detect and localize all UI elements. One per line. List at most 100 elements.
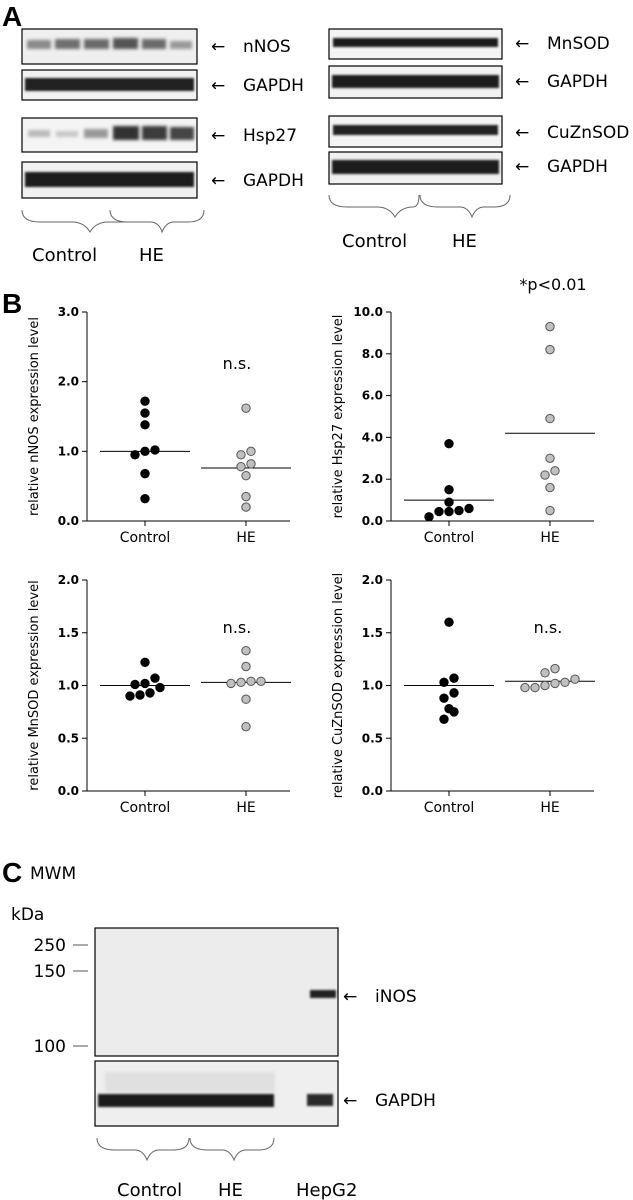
control-point <box>444 506 454 517</box>
he-point <box>550 466 560 476</box>
y-tick-label: 1.5 <box>58 626 79 640</box>
control-point <box>140 446 150 457</box>
control-point <box>444 484 454 495</box>
control-point <box>125 691 135 701</box>
mwm-label: MWM <box>30 864 76 884</box>
control-point <box>454 505 464 516</box>
panel-a-blots: ← nNOS ← GAPDH ← Hsp27 <box>21 28 629 266</box>
svg-text:←: ← <box>211 171 225 191</box>
control-point <box>140 657 150 667</box>
mw-marker: 150 <box>34 962 66 982</box>
control-point <box>449 673 459 683</box>
blot-label-cuznsod: CuZnSOD <box>547 123 629 143</box>
control-point <box>449 688 459 698</box>
he-point <box>241 403 251 413</box>
he-point <box>241 661 251 672</box>
control-point <box>140 468 150 479</box>
y-tick-label: 1.5 <box>362 626 383 640</box>
panel-c-blot: MWM kDa 250 150 100 ← iNOS ← GAPDH Contr… <box>11 864 436 1200</box>
blot-gapdh-c <box>94 1060 339 1127</box>
blot-label-gapdh: GAPDH <box>243 171 304 191</box>
he-point <box>545 321 555 332</box>
panel-b-charts: 0.0 1.0 2.0 3.0 Control HE relative nNOS expre… <box>27 275 595 816</box>
y-tick-label: 0.0 <box>58 784 79 798</box>
he-point <box>246 676 256 686</box>
scatter-chart: 0.0 1.0 2.0 3.0 Control HE relative nNOS expre… <box>27 305 291 546</box>
scatter-chart: 0.0 0.5 1.0 1.5 2.0 Control HE relative MnSOD e… <box>27 573 291 816</box>
scatter-chart: 0.0 2.0 4.0 6.0 8.0 10.0 Control HE relative Hsp… <box>331 275 595 546</box>
control-point <box>439 693 449 703</box>
he-point <box>256 676 266 686</box>
svg-text:←: ← <box>211 37 225 57</box>
he-point <box>246 446 256 457</box>
brace-he <box>189 1137 275 1162</box>
control-point <box>130 450 140 460</box>
he-point <box>570 674 580 684</box>
blot-label-gapdh: GAPDH <box>547 157 608 177</box>
control-point <box>150 445 160 455</box>
he-point <box>520 682 530 693</box>
significance-label: n.s. <box>223 354 252 373</box>
svg-text:←: ← <box>211 76 225 96</box>
mw-marker: 100 <box>34 1037 66 1057</box>
kda-label: kDa <box>11 905 44 925</box>
control-point <box>140 494 150 504</box>
blot-label-mnsod: MnSOD <box>547 34 610 54</box>
panel-c-letter: C <box>2 857 22 888</box>
blot-gapdh-1: ← GAPDH <box>21 69 304 101</box>
he-point <box>540 668 550 678</box>
control-point <box>140 408 150 418</box>
brace-control <box>96 1137 190 1162</box>
y-tick-label: 6.0 <box>362 389 383 403</box>
blot-label-gapdh: GAPDH <box>547 72 608 92</box>
x-tick-label: Control <box>424 530 475 546</box>
y-tick-label: 0.0 <box>362 514 383 528</box>
control-point <box>140 396 150 406</box>
x-tick-label: HE <box>540 800 559 816</box>
blot-nnos: ← nNOS <box>21 28 291 65</box>
he-point <box>236 677 246 688</box>
he-point <box>236 461 246 472</box>
he-point <box>540 470 550 480</box>
control-point <box>444 497 454 507</box>
significance-label: n.s. <box>223 618 252 637</box>
control-point <box>439 677 449 688</box>
y-tick-label: 8.0 <box>362 347 383 361</box>
svg-text:←: ← <box>515 72 529 92</box>
x-tick-label: HE <box>236 800 255 816</box>
brace-control <box>21 209 140 233</box>
control-point <box>444 617 454 627</box>
brace-control <box>328 194 420 218</box>
svg-text:←: ← <box>211 126 225 146</box>
y-tick-label: 1.0 <box>58 444 79 458</box>
y-tick-label: 2.0 <box>362 472 383 486</box>
he-point <box>226 678 236 689</box>
group-label-control: Control <box>342 231 407 252</box>
svg-text:←: ← <box>515 123 529 143</box>
scatter-chart: 0.0 0.5 1.0 1.5 2.0 Control HE relative CuZnSOD… <box>331 573 595 816</box>
y-tick-label: 1.0 <box>58 679 79 693</box>
he-point <box>545 505 555 516</box>
control-point <box>444 438 454 449</box>
svg-text:←: ← <box>343 1091 357 1111</box>
svg-text:←: ← <box>515 157 529 177</box>
control-point <box>155 682 165 693</box>
y-tick-label: 2.0 <box>58 573 79 587</box>
blot-inos <box>94 927 339 1057</box>
y-tick-label: 10.0 <box>353 305 383 319</box>
he-point <box>241 694 251 704</box>
blot-mnsod: ← MnSOD <box>328 28 610 60</box>
significance-label: n.s. <box>534 618 563 637</box>
group-label-hepg2: HepG2 <box>296 1180 357 1200</box>
blot-gapdh-3: ← GAPDH <box>328 65 608 99</box>
group-label-he: HE <box>452 231 477 252</box>
control-point <box>130 679 140 690</box>
he-point <box>246 459 256 469</box>
blot-cuznsod: ← CuZnSOD <box>328 115 629 148</box>
blot-label-inos: iNOS <box>375 987 417 1007</box>
y-tick-label: 2.0 <box>362 573 383 587</box>
svg-text:←: ← <box>343 987 357 1007</box>
he-point <box>241 645 251 656</box>
